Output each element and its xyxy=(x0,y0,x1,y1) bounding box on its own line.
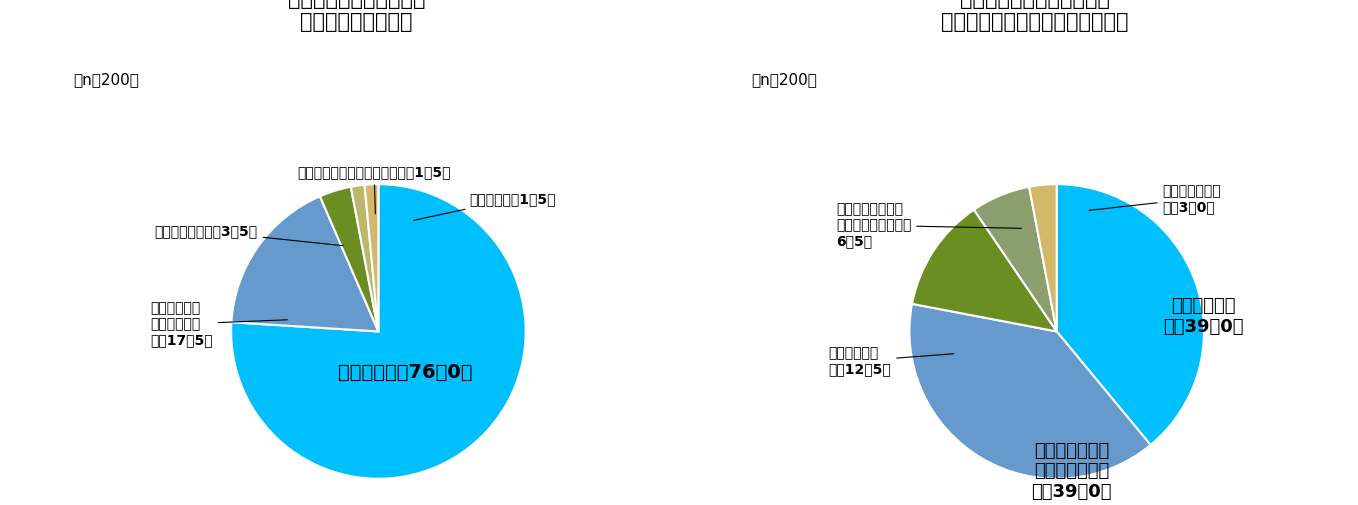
Text: 不安はない，1．5％: 不安はない，1．5％ xyxy=(414,192,557,220)
Text: 支障が出てい
る，39．0％: 支障が出てい る，39．0％ xyxy=(1162,297,1244,336)
Text: どちらでもな
い，12．5％: どちらでもな い，12．5％ xyxy=(828,346,953,376)
Text: どちらかといえ
ば支障が出てい
る，39．0％: どちらかといえ ば支障が出てい る，39．0％ xyxy=(1031,441,1112,501)
Text: （n＝200）: （n＝200） xyxy=(73,72,139,87)
Wedge shape xyxy=(364,184,379,331)
Text: どちらかといえば
支障は出ていない，
6．5％: どちらかといえば 支障は出ていない， 6．5％ xyxy=(835,202,1021,248)
Wedge shape xyxy=(974,187,1057,331)
Text: どちらかというと不安はない，1．5％: どちらかというと不安はない，1．5％ xyxy=(297,165,451,214)
Text: どちらかとい
えば不安があ
る，17．5％: どちらかとい えば不安があ る，17．5％ xyxy=(151,301,288,347)
Wedge shape xyxy=(231,196,379,331)
Text: どちらでもない，3．5％: どちらでもない，3．5％ xyxy=(155,224,344,246)
Wedge shape xyxy=(910,304,1150,479)
Wedge shape xyxy=(231,184,526,479)
Title: 新型コロナの影響を受け、
受験勉強に支障が出ていますか。: 新型コロナの影響を受け、 受験勉強に支障が出ていますか。 xyxy=(941,0,1128,32)
Wedge shape xyxy=(350,185,379,331)
Wedge shape xyxy=(913,210,1057,331)
Wedge shape xyxy=(1057,184,1205,445)
Text: 支障は出ていな
い，3．0％: 支障は出ていな い，3．0％ xyxy=(1089,184,1221,214)
Title: 新型コロナの影響による
不安はありますか。: 新型コロナの影響による 不安はありますか。 xyxy=(288,0,425,32)
Text: 不安がある，76．0％: 不安がある，76．0％ xyxy=(338,363,473,382)
Text: （n＝200）: （n＝200） xyxy=(751,72,818,87)
Wedge shape xyxy=(320,187,379,331)
Wedge shape xyxy=(1029,184,1057,331)
